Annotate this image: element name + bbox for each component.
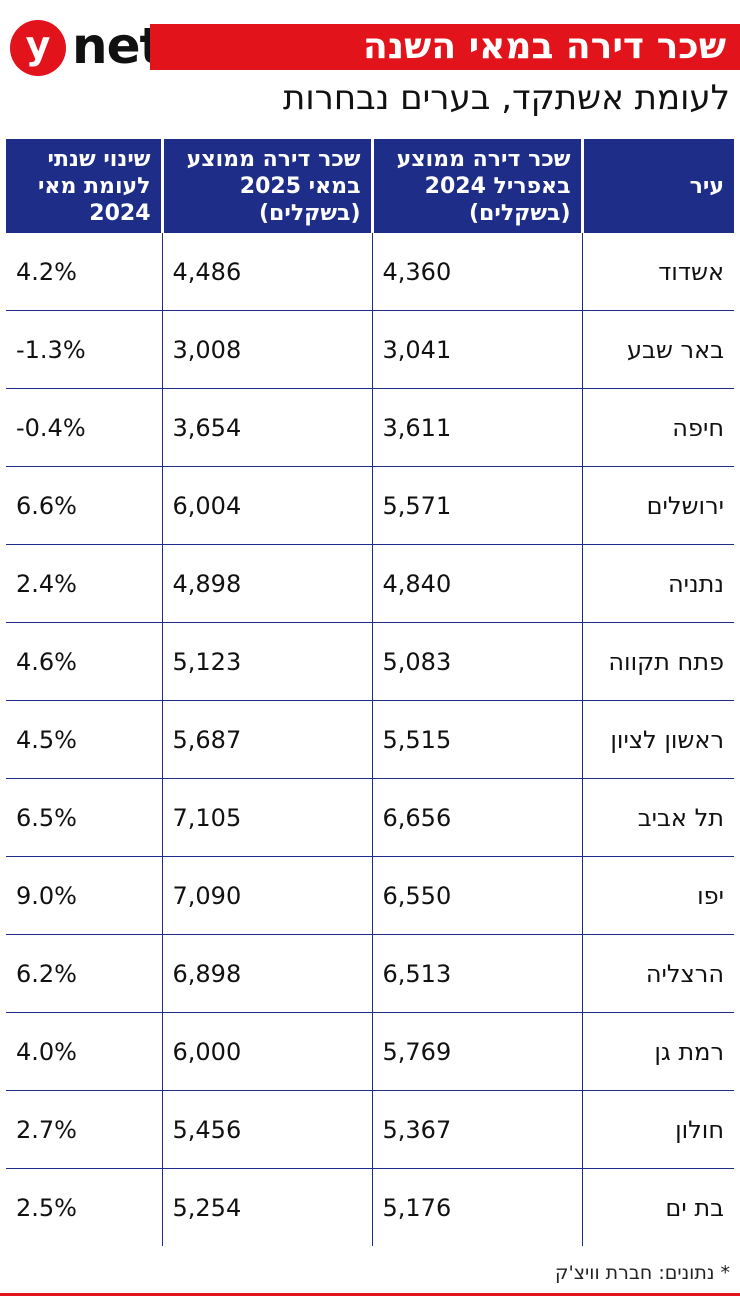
- cell-city: נתניה: [581, 544, 734, 623]
- cell-may2025: 4,486: [161, 233, 372, 311]
- logo-text: net: [72, 17, 163, 75]
- table-row: נתניה 4,840 4,898 2.4%: [6, 544, 734, 623]
- cell-may2025: 6,898: [161, 934, 372, 1013]
- table-row: בת ים 5,176 5,254 2.5%: [6, 1168, 734, 1246]
- table-row: רמת גן 5,769 6,000 4.0%: [6, 1012, 734, 1091]
- cell-change: 2.7%: [6, 1090, 162, 1169]
- cell-apr2024: 4,360: [371, 233, 582, 311]
- cell-change: 4.0%: [6, 1012, 162, 1091]
- cell-city: יפו: [581, 856, 734, 935]
- cell-apr2024: 4,840: [371, 544, 582, 623]
- cell-city: ראשון לציון: [581, 700, 734, 779]
- cell-city: רמת גן: [581, 1012, 734, 1091]
- cell-city: באר שבע: [581, 310, 734, 389]
- cell-apr2024: 5,769: [371, 1012, 582, 1091]
- cell-city: ירושלים: [581, 466, 734, 545]
- header-city: עיר: [580, 139, 734, 233]
- cell-may2025: 3,008: [161, 310, 372, 389]
- cell-change: -0.4%: [6, 388, 162, 467]
- chart-subtitle: לעומת אשתקד, בערים נבחרות: [283, 78, 730, 118]
- cell-apr2024: 3,041: [371, 310, 582, 389]
- footer-divider: [0, 1293, 740, 1296]
- cell-may2025: 5,254: [161, 1168, 372, 1246]
- cell-city: הרצליה: [581, 934, 734, 1013]
- cell-apr2024: 6,656: [371, 778, 582, 857]
- rent-table: עיר שכר דירה ממוצע באפריל 2024 (בשקלים) …: [6, 139, 734, 1246]
- cell-may2025: 7,090: [161, 856, 372, 935]
- cell-apr2024: 5,176: [371, 1168, 582, 1246]
- header-change: שינוי שנתי לעומת מאי 2024: [6, 139, 162, 233]
- cell-city: אשדוד: [581, 233, 734, 311]
- logo-circle: y: [10, 20, 66, 76]
- cell-change: 6.2%: [6, 934, 162, 1013]
- table-row: אשדוד 4,360 4,486 4.2%: [6, 233, 734, 311]
- table-row: פתח תקווה 5,083 5,123 4.6%: [6, 622, 734, 701]
- table-row: ראשון לציון 5,515 5,687 4.5%: [6, 700, 734, 779]
- table-row: חולון 5,367 5,456 2.7%: [6, 1090, 734, 1169]
- table-row: חיפה 3,611 3,654 -0.4%: [6, 388, 734, 467]
- cell-city: חולון: [581, 1090, 734, 1169]
- cell-city: חיפה: [581, 388, 734, 467]
- cell-change: -1.3%: [6, 310, 162, 389]
- cell-change: 6.6%: [6, 466, 162, 545]
- cell-apr2024: 3,611: [371, 388, 582, 467]
- cell-may2025: 6,000: [161, 1012, 372, 1091]
- cell-may2025: 5,456: [161, 1090, 372, 1169]
- cell-change: 2.4%: [6, 544, 162, 623]
- cell-change: 4.5%: [6, 700, 162, 779]
- cell-apr2024: 6,513: [371, 934, 582, 1013]
- header-may2025: שכר דירה ממוצע במאי 2025 (בשקלים): [160, 139, 372, 233]
- cell-apr2024: 5,571: [371, 466, 582, 545]
- cell-apr2024: 5,367: [371, 1090, 582, 1169]
- cell-may2025: 5,687: [161, 700, 372, 779]
- cell-change: 2.5%: [16, 1193, 77, 1222]
- cell-may2025: 5,123: [161, 622, 372, 701]
- cell-city: תל אביב: [581, 778, 734, 857]
- cell-change: 9.0%: [6, 856, 162, 935]
- cell-apr2024: 6,550: [371, 856, 582, 935]
- cell-change: 6.5%: [6, 778, 162, 857]
- table-row: תל אביב 6,656 7,105 6.5%: [6, 778, 734, 857]
- ynet-logo: y net: [10, 18, 163, 76]
- table-row: ירושלים 5,571 6,004 6.6%: [6, 466, 734, 545]
- cell-may2025: 3,654: [161, 388, 372, 467]
- cell-apr2024: 5,083: [371, 622, 582, 701]
- cell-city: בת ים: [581, 1168, 734, 1246]
- source-note: * נתונים: חברת וויצ'ק: [555, 1262, 730, 1284]
- cell-change: 4.6%: [6, 622, 162, 701]
- table-row: הרצליה 6,513 6,898 6.2%: [6, 934, 734, 1013]
- title-bar: שכר דירה במאי השנה: [150, 24, 740, 70]
- cell-apr2024: 5,515: [371, 700, 582, 779]
- table-body: אשדוד 4,360 4,486 4.2% באר שבע 3,041 3,008 -1.3…: [6, 233, 734, 1246]
- cell-may2025: 4,898: [161, 544, 372, 623]
- cell-may2025: 6,004: [161, 466, 372, 545]
- table-header-row: עיר שכר דירה ממוצע באפריל 2024 (בשקלים) …: [6, 139, 734, 233]
- table-row: באר שבע 3,041 3,008 -1.3%: [6, 310, 734, 389]
- cell-change: 4.2%: [6, 233, 162, 311]
- cell-may2025: 7,105: [161, 778, 372, 857]
- header-apr2024: שכר דירה ממוצע באפריל 2024 (בשקלים): [370, 139, 582, 233]
- table-row: יפו 6,550 7,090 9.0%: [6, 856, 734, 935]
- cell-city: פתח תקווה: [581, 622, 734, 701]
- chart-title: שכר דירה במאי השנה: [362, 26, 726, 67]
